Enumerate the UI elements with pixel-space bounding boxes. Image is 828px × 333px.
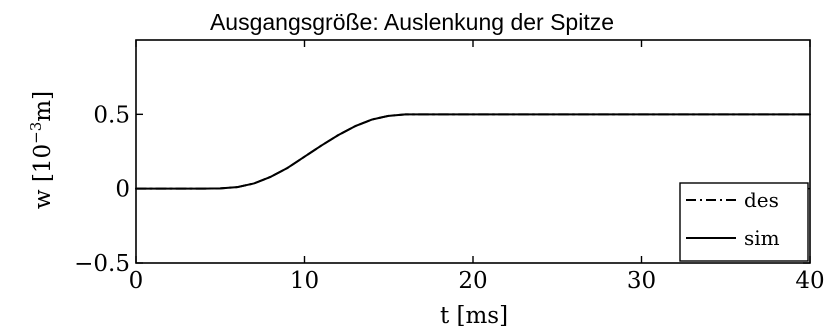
x-axis-label: t [ms] [440, 303, 508, 329]
y-tick-label-−0.5: −0.5 [74, 251, 130, 277]
y-axis-label-base: w [10 [30, 144, 56, 209]
y-tick-label-0: 0 [115, 177, 130, 203]
x-tick-label-20: 20 [458, 268, 487, 294]
legend: des sim [679, 182, 809, 262]
x-tick-label-10: 10 [290, 268, 319, 294]
tick-label-layer: 0 10 20 30 40−0.500.5 [74, 102, 825, 294]
series-layer [135, 113, 811, 190]
legend-label-des: des [744, 188, 779, 212]
x-tick-label-0: 0 [129, 268, 144, 294]
chart-title: Ausgangsgröße: Auslenkung der Spitze [210, 9, 614, 35]
y-axis-label-exponent: −3 [27, 122, 45, 144]
legend-box [679, 182, 809, 262]
y-axis-label-unit: m] [30, 91, 56, 122]
legend-label-sim: sim [744, 226, 780, 250]
y-tick-label-0.5: 0.5 [93, 102, 130, 128]
y-axis-label: w [10−3m] [27, 91, 56, 209]
tick-layer [135, 40, 811, 264]
x-tick-label-30: 30 [627, 268, 656, 294]
series-line-sim [135, 113, 811, 190]
series-line-des [135, 113, 811, 190]
x-tick-label-40: 40 [795, 268, 824, 294]
